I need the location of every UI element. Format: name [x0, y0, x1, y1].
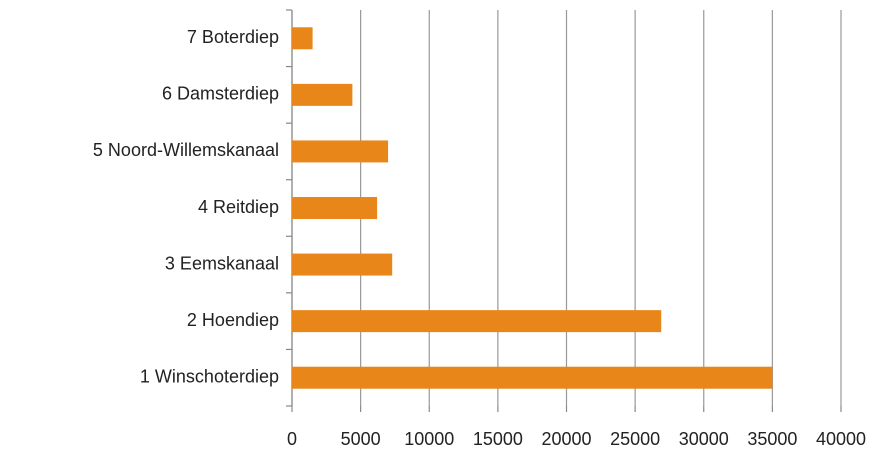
x-tick-label: 15000 [473, 429, 523, 449]
x-tick-label: 35000 [747, 429, 797, 449]
y-tick-label: 1 Winschoterdiep [140, 366, 279, 386]
x-tick-label: 5000 [341, 429, 381, 449]
y-tick-label: 3 Eemskanaal [165, 253, 279, 273]
bar [292, 366, 773, 389]
y-tick-label: 6 Damsterdiep [162, 84, 279, 104]
x-tick-label: 0 [287, 429, 297, 449]
bar [292, 83, 353, 106]
bar [292, 310, 662, 333]
bar [292, 253, 393, 276]
y-tick-label: 7 Boterdiep [187, 27, 279, 47]
x-tick-label: 20000 [541, 429, 591, 449]
y-tick-label: 5 Noord-Willemskanaal [93, 140, 279, 160]
x-tick-label: 10000 [404, 429, 454, 449]
x-tick-label: 40000 [816, 429, 866, 449]
bar [292, 140, 389, 163]
bar [292, 27, 313, 50]
y-tick-label: 2 Hoendiep [187, 310, 279, 330]
x-tick-label: 25000 [610, 429, 660, 449]
bar [292, 197, 378, 219]
y-tick-label: 4 Reitdiep [198, 197, 279, 217]
x-tick-label: 30000 [679, 429, 729, 449]
